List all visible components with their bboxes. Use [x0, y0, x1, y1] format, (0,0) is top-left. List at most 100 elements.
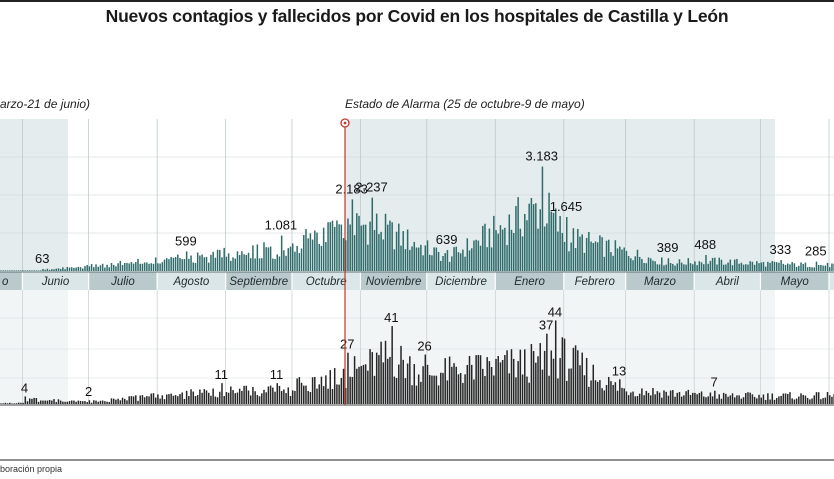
cases-bar	[433, 247, 435, 271]
cases-bar	[11, 270, 13, 271]
deaths-bar	[775, 397, 778, 404]
cases-bar	[817, 264, 820, 271]
cases-bar	[676, 263, 678, 271]
cases-bar	[318, 243, 320, 271]
cases-bar	[813, 267, 816, 271]
deaths-bar	[15, 403, 18, 404]
cases-bar	[716, 264, 718, 271]
deaths-bar	[771, 393, 774, 404]
deaths-bar	[309, 392, 312, 404]
deaths-bar	[623, 388, 625, 404]
deaths-bar	[747, 392, 749, 404]
deaths-bar	[93, 400, 95, 404]
cases-bar	[661, 257, 663, 271]
cases-bar	[767, 261, 769, 271]
deaths-bar	[223, 396, 225, 404]
deaths-bar	[66, 401, 69, 404]
deaths-bar	[46, 400, 49, 404]
top-rule	[0, 0, 834, 2]
deaths-bar	[661, 397, 663, 404]
deaths-bar	[159, 398, 161, 404]
cases-bar	[196, 252, 199, 271]
cases-bar	[477, 240, 480, 271]
cases-bar	[126, 262, 128, 271]
cases-bar	[411, 246, 413, 271]
cases-bar	[703, 264, 705, 271]
deaths-bar	[382, 362, 385, 404]
cases-bar	[283, 250, 285, 271]
deaths-bar	[557, 378, 559, 404]
deaths-bar	[117, 398, 119, 404]
cases-bar	[583, 252, 586, 271]
cases-bar	[413, 241, 416, 271]
deaths-bar	[199, 389, 201, 404]
cases-bar	[305, 228, 307, 271]
cases-bar	[148, 263, 150, 271]
cases-bar	[68, 267, 71, 271]
deaths-bar	[205, 390, 208, 404]
cases-bar	[473, 240, 475, 271]
deaths-bar	[714, 390, 716, 404]
deaths-bar	[283, 389, 285, 404]
deaths-bar	[84, 401, 86, 404]
deaths-bar	[703, 396, 705, 404]
cases-bar	[652, 260, 654, 271]
deaths-bar	[364, 364, 367, 404]
deaths-bar	[464, 374, 466, 404]
deaths-bar	[0, 403, 2, 404]
cases-bar	[185, 251, 188, 271]
deaths-bar	[154, 397, 157, 404]
cases-bar	[367, 244, 369, 271]
deaths-bar	[672, 390, 674, 404]
cases-bar	[258, 258, 261, 271]
cases-bar	[28, 270, 31, 271]
cases-bar	[165, 258, 168, 271]
month-label: Octubre	[306, 276, 347, 288]
cases-bar	[815, 261, 818, 271]
deaths-bar	[742, 397, 745, 404]
cases-bar	[678, 259, 681, 271]
deaths-bar	[484, 376, 486, 404]
deaths-bar	[258, 396, 261, 404]
deaths-bar	[291, 390, 294, 404]
cases-bar	[462, 249, 464, 271]
cases-bar	[740, 262, 743, 271]
cases-bar	[172, 257, 175, 271]
cases-value-label: 2.183	[335, 181, 368, 196]
deaths-bar	[590, 380, 592, 404]
deaths-bar	[141, 395, 144, 404]
deaths-bar	[789, 392, 791, 404]
cases-bar	[426, 240, 429, 271]
deaths-bar	[512, 358, 515, 404]
cases-bar	[632, 260, 634, 271]
deaths-bar	[375, 352, 378, 404]
cases-bar	[581, 234, 583, 271]
deaths-bar	[687, 389, 690, 404]
deaths-bar	[307, 390, 309, 404]
cases-bar	[194, 262, 197, 271]
cases-bar	[751, 261, 754, 271]
cases-bar	[504, 227, 506, 271]
cases-bar	[177, 254, 179, 271]
cases-bar	[161, 262, 164, 271]
deaths-bar	[371, 352, 374, 404]
month-label: o	[2, 276, 9, 288]
cases-bar	[711, 257, 714, 271]
deaths-bar	[453, 363, 455, 404]
month-label: Agosto	[172, 276, 209, 288]
deaths-bar	[79, 400, 82, 404]
cases-bar	[121, 264, 124, 271]
cases-bar	[110, 263, 113, 271]
deaths-bar	[468, 355, 471, 404]
cases-bar	[386, 224, 389, 271]
cases-bar	[13, 270, 15, 271]
deaths-bar	[424, 354, 427, 404]
cases-bar	[824, 265, 827, 271]
cases-bar	[42, 268, 44, 271]
period-alarm-label: Estado de Alarma (25 de octubre-9 de may…	[345, 97, 585, 111]
cases-bar	[86, 265, 88, 271]
cases-bar	[128, 263, 130, 271]
cases-bar	[241, 251, 243, 271]
deaths-bar	[338, 384, 340, 404]
cases-bar	[541, 166, 544, 271]
